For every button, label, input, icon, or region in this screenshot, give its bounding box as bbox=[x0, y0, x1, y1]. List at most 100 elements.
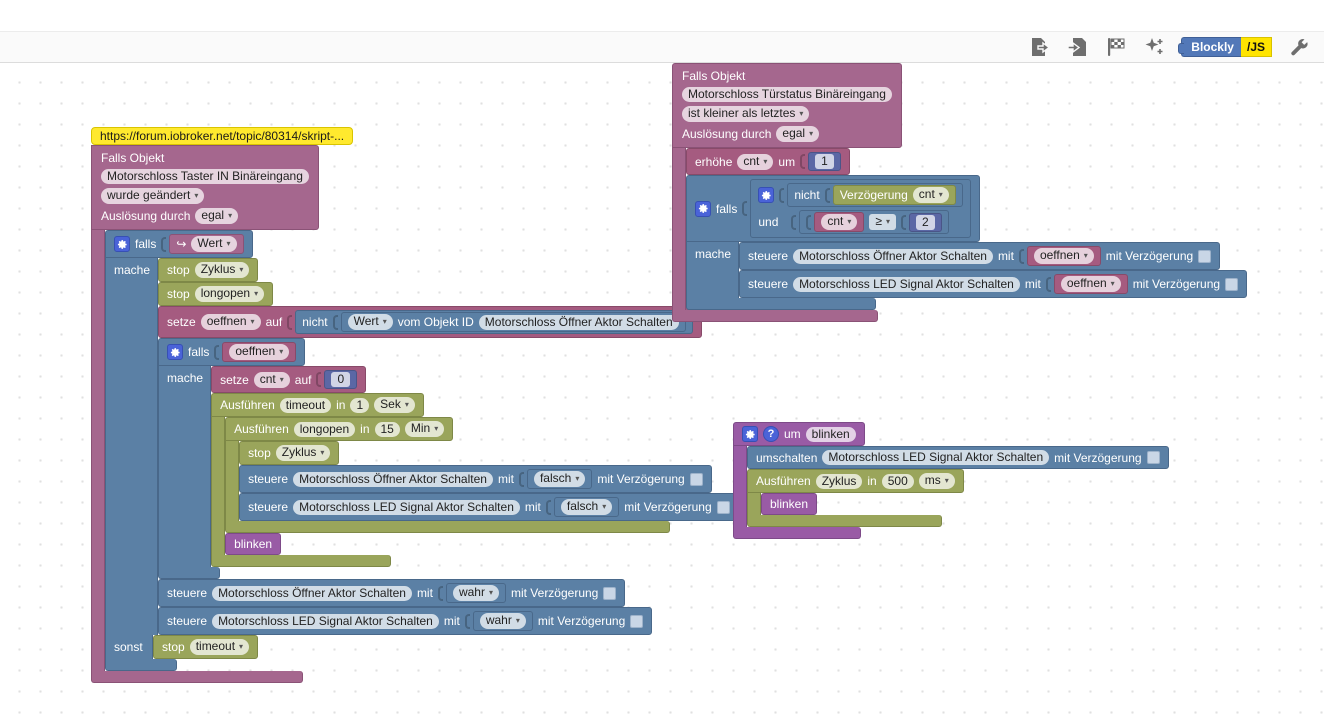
block-control-oeffner-falsch[interactable]: steuere Motorschloss Öffner Aktor Schalt… bbox=[239, 465, 712, 493]
block-stop-zyklus[interactable]: stop Zyklus bbox=[158, 258, 259, 282]
block-trigger-taster[interactable]: Falls Objekt Motorschloss Taster IN Binä… bbox=[91, 145, 739, 683]
block-and[interactable]: nicht Verzögerung cnt bbox=[750, 179, 971, 238]
unit-dropdown[interactable]: ms bbox=[918, 473, 955, 489]
block-control-led-falsch[interactable]: steuere Motorschloss LED Signal Aktor Sc… bbox=[239, 493, 739, 521]
object-id-field[interactable]: Motorschloss LED Signal Aktor Schalten bbox=[822, 450, 1050, 465]
stop-name-dropdown[interactable]: Zyklus bbox=[275, 445, 331, 461]
gear-icon[interactable] bbox=[758, 187, 775, 203]
block-call-blinken[interactable]: blinken bbox=[761, 493, 818, 515]
block-toggle-led[interactable]: umschalten Motorschloss LED Signal Aktor… bbox=[747, 446, 1169, 469]
compare-op-dropdown[interactable]: ≥ bbox=[869, 214, 897, 230]
block-if-oeffnen[interactable]: falls oeffnen mache bbox=[158, 338, 739, 579]
duration-field[interactable]: 1 bbox=[350, 397, 370, 413]
variable-dropdown[interactable]: cnt bbox=[253, 371, 290, 388]
number-field[interactable]: 2 bbox=[916, 214, 935, 230]
object-id-field[interactable]: Motorschloss Türstatus Binäreingang bbox=[682, 87, 892, 102]
block-not[interactable]: nicht Verzögerung cnt bbox=[787, 183, 963, 207]
function-name-field[interactable]: blinken bbox=[805, 426, 856, 442]
bool-dropdown[interactable]: falsch bbox=[533, 471, 586, 487]
variable-dropdown[interactable]: cnt bbox=[737, 153, 774, 170]
duration-field[interactable]: 500 bbox=[881, 473, 914, 489]
bool-dropdown[interactable]: wahr bbox=[452, 585, 499, 601]
variable-dropdown[interactable]: oeffnen bbox=[200, 314, 261, 330]
number-field[interactable]: 1 bbox=[815, 154, 834, 169]
block-trigger-value[interactable]: ↪ Wert bbox=[169, 234, 244, 254]
variable-dropdown[interactable]: oeffnen bbox=[1033, 248, 1094, 264]
block-set-oeffnen[interactable]: setze oeffnen auf nicht We bbox=[158, 306, 702, 338]
toggle-js-label[interactable]: /JS bbox=[1240, 37, 1272, 57]
variable-dropdown[interactable]: oeffnen bbox=[1060, 276, 1121, 292]
delay-checkbox[interactable] bbox=[603, 586, 617, 600]
block-if-main[interactable]: falls ↪ Wert mache bbox=[105, 230, 739, 671]
block-not[interactable]: nicht Wert vom Objekt ID Motorschloss Öf… bbox=[295, 310, 693, 334]
bool-dropdown[interactable]: wahr bbox=[479, 613, 526, 629]
block-number-1[interactable]: 1 bbox=[808, 152, 841, 171]
workspace-canvas[interactable]: https://forum.iobroker.net/topic/80314/s… bbox=[0, 63, 1324, 725]
gear-icon[interactable] bbox=[695, 200, 711, 217]
delay-checkbox[interactable] bbox=[689, 472, 703, 486]
object-id-field[interactable]: Motorschloss LED Signal Aktor Schalten bbox=[212, 613, 439, 629]
unit-dropdown[interactable]: Sek bbox=[374, 397, 415, 413]
left-script-stack[interactable]: https://forum.iobroker.net/topic/80314/s… bbox=[91, 127, 739, 683]
function-stack[interactable]: ? um blinken umschalten Motorschloss LED… bbox=[733, 422, 1169, 539]
object-id-field[interactable]: Motorschloss LED Signal Aktor Schalten bbox=[793, 276, 1020, 292]
gear-icon[interactable] bbox=[114, 236, 130, 252]
change-type-dropdown[interactable]: ist kleiner als letztes bbox=[682, 106, 810, 122]
block-compare[interactable]: cnt ≥ 2 bbox=[799, 210, 949, 234]
delay-checkbox[interactable] bbox=[1146, 451, 1160, 464]
stop-name-dropdown[interactable]: timeout bbox=[189, 639, 250, 655]
block-control-led-var[interactable]: steuere Motorschloss LED Signal Aktor Sc… bbox=[739, 270, 1248, 298]
block-bool-falsch[interactable]: falsch bbox=[526, 469, 593, 489]
trigger-by-dropdown[interactable]: egal bbox=[776, 126, 820, 142]
gear-icon[interactable] bbox=[167, 344, 184, 360]
block-number-2[interactable]: 2 bbox=[909, 212, 942, 232]
block-control-oeffner-var[interactable]: steuere Motorschloss Öffner Aktor Schalt… bbox=[739, 242, 1221, 270]
variable-dropdown[interactable]: oeffnen bbox=[229, 344, 290, 360]
object-id-field[interactable]: Motorschloss Taster IN Binäreingang bbox=[101, 169, 309, 184]
right-script-stack[interactable]: Falls Objekt Motorschloss Türstatus Binä… bbox=[672, 63, 1248, 322]
block-var-cnt[interactable]: cnt bbox=[814, 212, 865, 232]
block-control-oeffner-wahr[interactable]: steuere Motorschloss Öffner Aktor Schalt… bbox=[158, 579, 626, 607]
block-increment-cnt[interactable]: erhöhe cnt um 1 bbox=[686, 148, 850, 175]
variable-dropdown[interactable]: cnt bbox=[821, 214, 858, 230]
stop-name-dropdown[interactable]: Zyklus bbox=[194, 262, 250, 278]
help-icon[interactable]: ? bbox=[763, 426, 779, 442]
duration-field[interactable]: 15 bbox=[374, 421, 400, 437]
object-id-field[interactable]: Motorschloss Öffner Aktor Schalten bbox=[293, 471, 493, 487]
unit-dropdown[interactable]: Min bbox=[404, 421, 445, 437]
block-bool-wahr[interactable]: wahr bbox=[472, 611, 533, 631]
delay-checkbox[interactable] bbox=[1225, 277, 1239, 291]
export-blocks-icon[interactable] bbox=[1029, 36, 1051, 58]
block-trigger-tuerstatus[interactable]: Falls Objekt Motorschloss Türstatus Binä… bbox=[672, 63, 1248, 322]
block-timeout-1sek[interactable]: Ausführen timeout in 1 Sek bbox=[211, 393, 739, 567]
block-function-blinken[interactable]: ? um blinken umschalten Motorschloss LED… bbox=[733, 422, 1169, 539]
timeout-name-field[interactable]: timeout bbox=[279, 397, 332, 413]
block-bool-wahr[interactable]: wahr bbox=[445, 583, 506, 603]
block-set-cnt-0[interactable]: setze cnt auf 0 bbox=[211, 366, 367, 393]
block-var-oeffnen[interactable]: oeffnen bbox=[1026, 246, 1101, 266]
trigger-by-dropdown[interactable]: egal bbox=[195, 208, 239, 224]
block-stop-zyklus[interactable]: stop Zyklus bbox=[239, 441, 340, 465]
block-timeout-500ms[interactable]: Ausführen Zyklus in 500 ms blinke bbox=[747, 469, 964, 527]
block-call-blinken[interactable]: blinken bbox=[225, 533, 282, 555]
block-var-oeffnen[interactable]: oeffnen bbox=[222, 342, 297, 362]
delay-checkbox[interactable] bbox=[630, 614, 644, 628]
stop-name-dropdown[interactable]: longopen bbox=[194, 286, 265, 302]
block-var-oeffnen[interactable]: oeffnen bbox=[1053, 274, 1128, 294]
check-blocks-flag-icon[interactable] bbox=[1105, 36, 1127, 58]
block-get-value[interactable]: Wert vom Objekt ID Motorschloss Öffner A… bbox=[340, 312, 686, 332]
trigger-value-dropdown[interactable]: Wert bbox=[191, 236, 237, 252]
number-field[interactable]: 0 bbox=[331, 372, 351, 387]
attribute-dropdown[interactable]: Wert bbox=[347, 314, 393, 330]
toggle-blockly-label[interactable]: Blockly bbox=[1178, 37, 1241, 57]
block-delay-check[interactable]: Verzögerung cnt bbox=[832, 185, 956, 205]
comment-block[interactable]: https://forum.iobroker.net/topic/80314/s… bbox=[91, 127, 354, 145]
object-id-field[interactable]: Motorschloss LED Signal Aktor Schalten bbox=[293, 499, 520, 515]
block-if-cnt[interactable]: falls bbox=[686, 175, 1248, 310]
object-id-field[interactable]: Motorschloss Öffner Aktor Schalten bbox=[212, 585, 412, 601]
object-id-field[interactable]: Motorschloss Öffner Aktor Schalten bbox=[478, 314, 679, 330]
delay-checkbox[interactable] bbox=[1198, 249, 1212, 263]
beautify-sparkles-icon[interactable] bbox=[1143, 36, 1165, 58]
block-bool-falsch[interactable]: falsch bbox=[553, 497, 620, 517]
block-control-led-wahr[interactable]: steuere Motorschloss LED Signal Aktor Sc… bbox=[158, 607, 653, 635]
